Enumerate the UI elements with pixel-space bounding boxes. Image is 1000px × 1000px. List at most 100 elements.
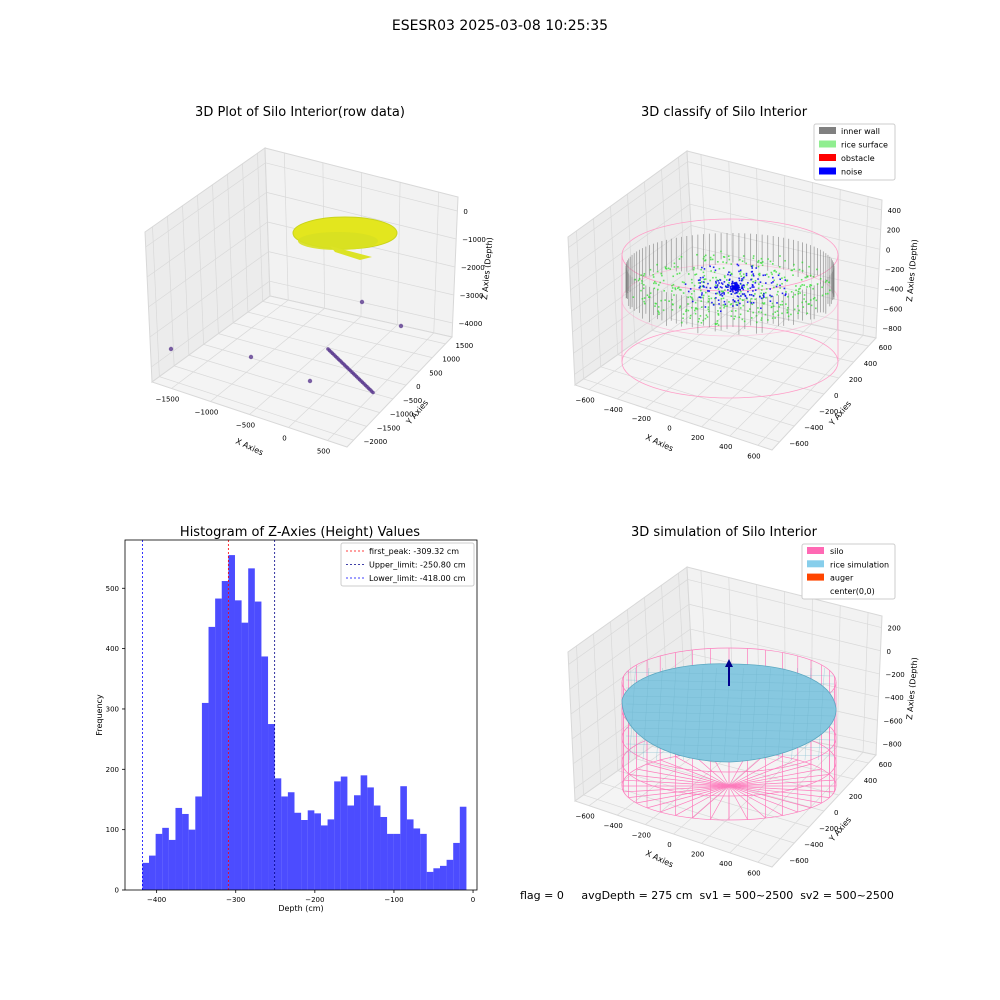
rice-surface-point xyxy=(812,275,815,278)
noise-point xyxy=(741,293,744,295)
rice-surface-point xyxy=(712,254,715,257)
rice-surface-point xyxy=(691,306,693,309)
rice-surface-point xyxy=(787,295,789,298)
noise-point xyxy=(715,297,717,299)
rice-surface-point xyxy=(740,275,743,278)
rice-surface-point xyxy=(760,262,763,264)
rice-surface-point xyxy=(664,299,666,301)
mesh-line xyxy=(625,751,835,757)
z-tick-label: −800 xyxy=(883,740,902,748)
rice-surface-point xyxy=(682,292,685,294)
z-tick-label: −1000 xyxy=(462,236,486,244)
noise-point xyxy=(700,296,702,299)
rice-surface-point xyxy=(699,287,701,289)
rice-surface-point xyxy=(787,306,789,309)
noise-point xyxy=(739,269,742,272)
rice-surface-point xyxy=(786,309,789,311)
histogram-bar xyxy=(314,813,321,890)
rice-surface-point xyxy=(760,319,763,321)
rice-surface-point xyxy=(735,301,737,304)
rice-surface-point xyxy=(660,299,662,302)
noise-point xyxy=(752,273,755,275)
z-tick-label: −200 xyxy=(885,266,904,274)
classify-x-axis-label: X Axies xyxy=(644,433,675,454)
histogram-bar xyxy=(307,810,315,890)
noise-point xyxy=(698,296,701,299)
noise-point xyxy=(719,286,722,288)
noise-point xyxy=(729,290,732,293)
noise-point xyxy=(704,306,707,308)
rice-surface-point xyxy=(643,284,645,286)
rice-surface-point xyxy=(785,291,787,293)
rice-surface-point xyxy=(694,301,697,304)
rice-surface-point xyxy=(699,289,702,292)
silo-floor-spoke xyxy=(728,753,766,787)
noise-point xyxy=(757,278,759,280)
rice-surface-point xyxy=(728,301,730,303)
rice-surface-point xyxy=(671,287,674,289)
rice-surface-point xyxy=(703,278,706,281)
rice-surface-point xyxy=(678,288,681,291)
rice-surface-point xyxy=(661,274,663,277)
histogram-title: Histogram of Z-Axies (Height) Values xyxy=(180,525,420,540)
rice-surface-point xyxy=(730,310,733,313)
rice-surface-point xyxy=(828,281,830,284)
mesh-line xyxy=(818,667,825,761)
y-tick-label: 400 xyxy=(864,360,877,368)
rice-surface-point xyxy=(726,305,728,307)
noise-point xyxy=(745,274,748,277)
rice-surface-point xyxy=(776,293,778,296)
silo-floor-spoke xyxy=(623,779,730,787)
noise-point xyxy=(738,277,740,280)
x-tick-label: −400 xyxy=(147,896,166,904)
histogram-bar xyxy=(188,829,196,890)
noise-point xyxy=(699,277,702,279)
rice-surface-point xyxy=(775,271,777,273)
rice-surface-point xyxy=(644,302,646,305)
rice-surface-point xyxy=(812,298,815,300)
noise-point xyxy=(723,281,726,283)
noise-point xyxy=(737,285,740,287)
noise-point xyxy=(708,290,711,292)
noise-point xyxy=(719,310,722,313)
rice-surface-point xyxy=(720,290,723,292)
noise-point xyxy=(697,279,700,282)
rice-surface-point xyxy=(742,299,744,301)
noise-point xyxy=(735,291,738,294)
noise-point xyxy=(775,285,778,288)
simulation-tick-labels: −600−400−20002004006006004002000−200−400… xyxy=(575,625,904,878)
legend-label: noise xyxy=(841,168,862,177)
y-tick-label: −200 xyxy=(819,825,838,833)
rice-surface-point xyxy=(708,295,710,298)
rice-surface-point xyxy=(795,285,797,287)
noise-point xyxy=(729,286,732,288)
outlier-point xyxy=(168,346,174,352)
status-footer: flag = 0 avgDepth = 275 cm sv1 = 500~250… xyxy=(520,889,894,902)
rice-surface-point xyxy=(687,296,689,299)
rice-surface-point xyxy=(821,294,824,297)
noise-point xyxy=(715,280,717,283)
rice-surface-point xyxy=(691,281,693,284)
rice-surface-point xyxy=(760,292,762,295)
rice-surface-point xyxy=(693,290,696,292)
rice-surface-point xyxy=(727,285,729,287)
histogram-bar xyxy=(201,702,209,890)
rice-surface-point xyxy=(642,287,645,290)
noise-point xyxy=(750,278,752,281)
noise-point xyxy=(724,285,727,288)
rice-surface-point xyxy=(761,302,764,304)
rice-surface-point xyxy=(772,313,774,315)
rice-surface-point xyxy=(716,320,719,322)
histogram-bar xyxy=(406,819,414,890)
rice-surface-point xyxy=(719,294,721,296)
rice-surface-point xyxy=(805,300,807,303)
rice-surface-point xyxy=(665,268,668,270)
legend-label: silo xyxy=(830,547,844,556)
y-tick-label: 600 xyxy=(879,761,892,769)
rice-surface-point xyxy=(672,283,675,286)
histogram-bar xyxy=(162,827,169,890)
y-tick-label: 500 xyxy=(429,369,442,377)
rice-surface-point xyxy=(792,274,794,276)
noise-point xyxy=(762,274,765,277)
